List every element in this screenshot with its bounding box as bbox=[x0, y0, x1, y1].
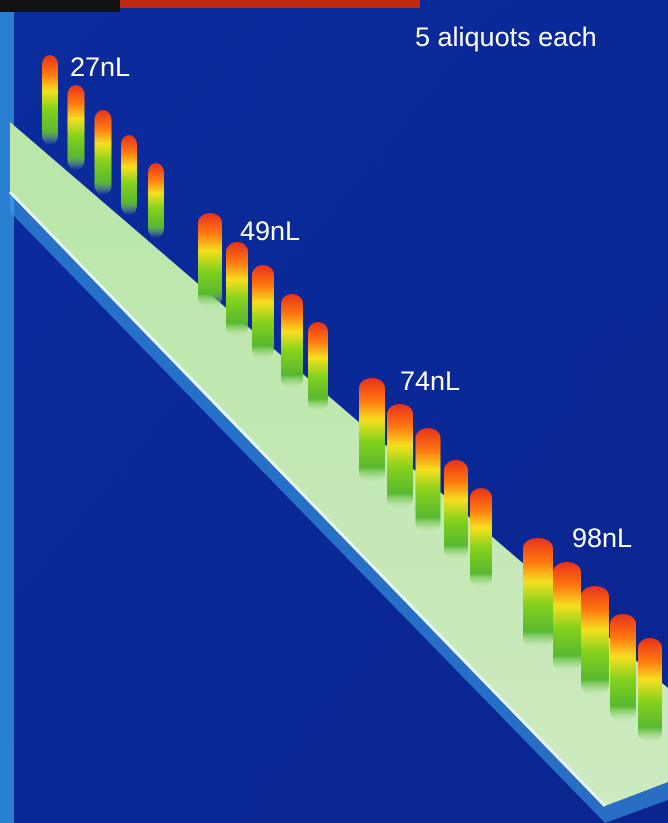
group-label: 49nL bbox=[240, 216, 300, 246]
peak bbox=[308, 322, 328, 412]
surface-plot-image: 5 aliquots each 27nL 49nL 74nL 98nL bbox=[0, 0, 668, 823]
peak bbox=[121, 135, 137, 215]
peak bbox=[281, 294, 303, 389]
page: {"annotation": "5 aliquots each", "group… bbox=[0, 0, 668, 823]
peak bbox=[252, 265, 274, 360]
peak bbox=[638, 638, 662, 743]
group-label: 27nL bbox=[70, 52, 130, 82]
top-band bbox=[0, 0, 120, 12]
peak bbox=[444, 460, 468, 560]
peak bbox=[359, 378, 385, 483]
peak bbox=[470, 488, 492, 588]
peak bbox=[226, 242, 248, 337]
peak bbox=[198, 213, 222, 308]
peak bbox=[581, 586, 609, 696]
top-red-band bbox=[120, 0, 420, 8]
group-label: 74nL bbox=[400, 366, 460, 396]
peak bbox=[42, 55, 58, 145]
peak bbox=[148, 163, 164, 238]
peak bbox=[95, 110, 112, 195]
left-band bbox=[0, 0, 14, 823]
annotation: 5 aliquots each bbox=[415, 22, 597, 52]
group-label: 98nL bbox=[572, 523, 632, 553]
peak bbox=[68, 85, 85, 170]
peak bbox=[553, 562, 581, 672]
peak bbox=[610, 614, 636, 722]
peak bbox=[387, 404, 413, 509]
peak bbox=[416, 428, 441, 533]
peak bbox=[523, 538, 553, 648]
